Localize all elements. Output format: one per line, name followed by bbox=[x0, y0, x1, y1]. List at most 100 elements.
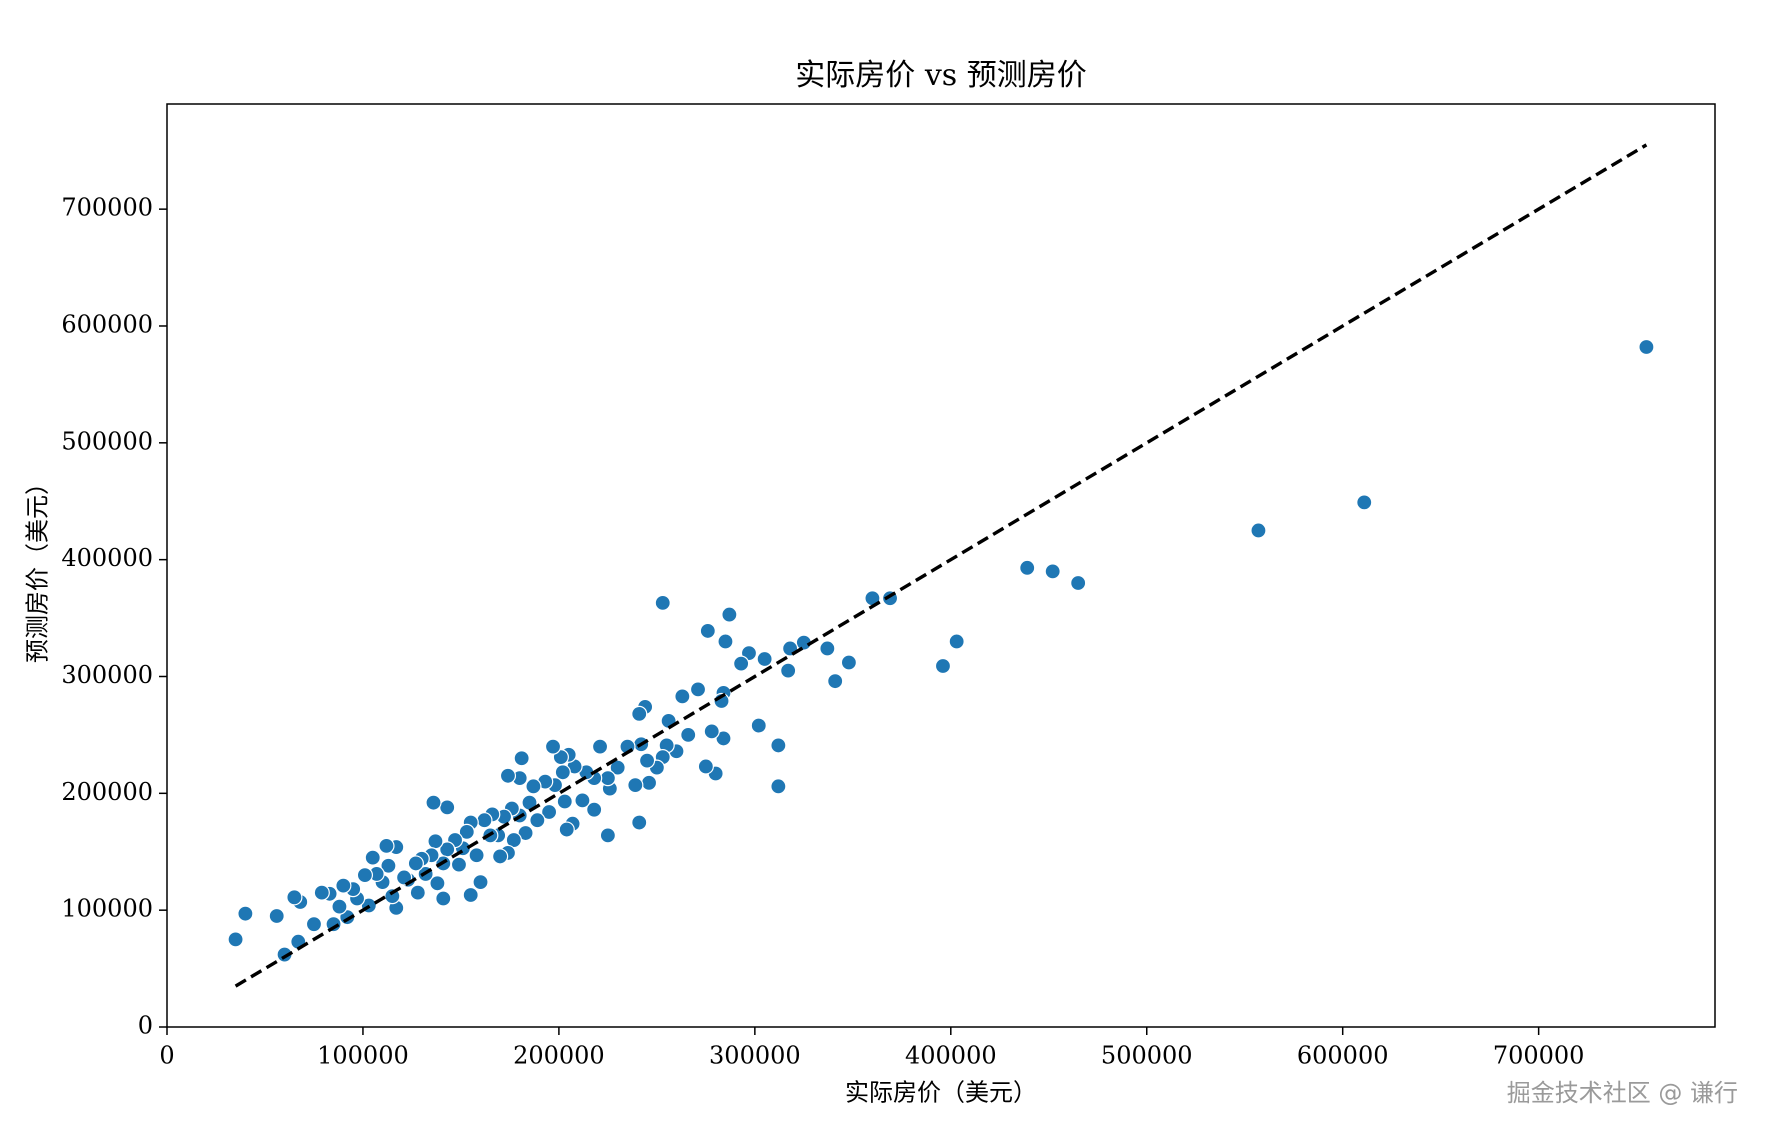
point bbox=[276, 946, 293, 963]
point bbox=[715, 730, 732, 747]
point bbox=[750, 717, 767, 734]
point bbox=[286, 889, 303, 906]
y-tick-label: 100000 bbox=[61, 895, 153, 923]
reference-line bbox=[234, 143, 1648, 988]
point bbox=[462, 886, 479, 904]
point bbox=[492, 848, 509, 865]
x-tick-label: 100000 bbox=[317, 1042, 409, 1070]
point bbox=[380, 857, 397, 874]
x-axis-label: 实际房价（美元） bbox=[845, 1079, 1037, 1107]
y-tick-label: 700000 bbox=[61, 194, 153, 222]
x-tick-label: 400000 bbox=[905, 1042, 997, 1070]
point bbox=[780, 662, 797, 679]
point bbox=[591, 738, 609, 755]
point bbox=[313, 884, 330, 901]
point bbox=[1019, 559, 1036, 576]
point bbox=[699, 622, 716, 640]
point bbox=[631, 705, 648, 722]
point bbox=[654, 594, 671, 611]
x-tick-label: 300000 bbox=[709, 1042, 801, 1070]
point bbox=[586, 801, 603, 818]
point bbox=[325, 916, 342, 933]
point bbox=[427, 833, 444, 850]
point bbox=[439, 799, 456, 816]
point bbox=[541, 803, 558, 821]
point bbox=[409, 884, 426, 901]
point bbox=[435, 890, 452, 907]
point bbox=[697, 758, 714, 775]
point bbox=[827, 673, 844, 690]
x-tick-label: 0 bbox=[159, 1042, 174, 1070]
point bbox=[934, 657, 952, 675]
x-tick-label: 200000 bbox=[513, 1042, 605, 1070]
point bbox=[770, 778, 787, 795]
y-axis-label: 预测房价（美元） bbox=[24, 471, 52, 663]
point bbox=[770, 737, 787, 754]
point bbox=[237, 905, 254, 922]
y-tick-label: 0 bbox=[138, 1012, 153, 1040]
point bbox=[364, 849, 381, 866]
point bbox=[574, 792, 591, 809]
point bbox=[517, 824, 534, 842]
point bbox=[407, 855, 424, 872]
point bbox=[476, 812, 493, 829]
x-tick-label: 500000 bbox=[1101, 1042, 1193, 1070]
point bbox=[384, 888, 401, 905]
point bbox=[631, 814, 648, 831]
point bbox=[395, 869, 413, 886]
point bbox=[513, 750, 530, 767]
point bbox=[640, 774, 658, 791]
point bbox=[599, 827, 616, 844]
plot-frame bbox=[166, 103, 1716, 1028]
y-tick-label: 200000 bbox=[61, 778, 153, 806]
point bbox=[472, 874, 489, 891]
point bbox=[1356, 494, 1373, 511]
point bbox=[331, 898, 348, 915]
point bbox=[558, 821, 575, 838]
point bbox=[1638, 338, 1655, 356]
chart-title: 实际房价 vs 预测房价 bbox=[795, 58, 1086, 93]
point bbox=[680, 726, 697, 744]
y-tick-label: 600000 bbox=[61, 310, 153, 338]
point bbox=[468, 847, 485, 864]
point bbox=[529, 812, 546, 829]
point bbox=[556, 793, 573, 810]
point bbox=[819, 640, 836, 657]
point bbox=[268, 907, 285, 925]
point bbox=[544, 738, 562, 755]
point bbox=[305, 916, 323, 933]
point bbox=[840, 654, 858, 671]
y-tick-label: 400000 bbox=[61, 544, 153, 572]
watermark: 掘金技术社区 @ 谦行 bbox=[1507, 1079, 1738, 1107]
point bbox=[721, 606, 738, 623]
point bbox=[703, 723, 720, 740]
point bbox=[429, 875, 446, 892]
point bbox=[378, 837, 395, 855]
point bbox=[458, 823, 475, 840]
point bbox=[335, 877, 352, 894]
y-tick-label: 500000 bbox=[61, 427, 153, 455]
point bbox=[1044, 563, 1061, 580]
point bbox=[1250, 522, 1267, 539]
point bbox=[499, 767, 517, 784]
point bbox=[627, 777, 644, 794]
point bbox=[733, 655, 750, 672]
point bbox=[948, 633, 965, 650]
point bbox=[356, 867, 374, 884]
point bbox=[756, 650, 773, 668]
x-tick-label: 700000 bbox=[1493, 1042, 1585, 1070]
point bbox=[525, 778, 542, 795]
point bbox=[689, 681, 707, 698]
point bbox=[425, 794, 442, 811]
point bbox=[450, 856, 468, 873]
point bbox=[227, 931, 244, 948]
x-tick-label: 600000 bbox=[1297, 1042, 1389, 1070]
point bbox=[638, 752, 656, 769]
point bbox=[717, 633, 734, 650]
y-tick-label: 300000 bbox=[61, 661, 153, 689]
point bbox=[674, 688, 691, 705]
point bbox=[599, 770, 616, 787]
